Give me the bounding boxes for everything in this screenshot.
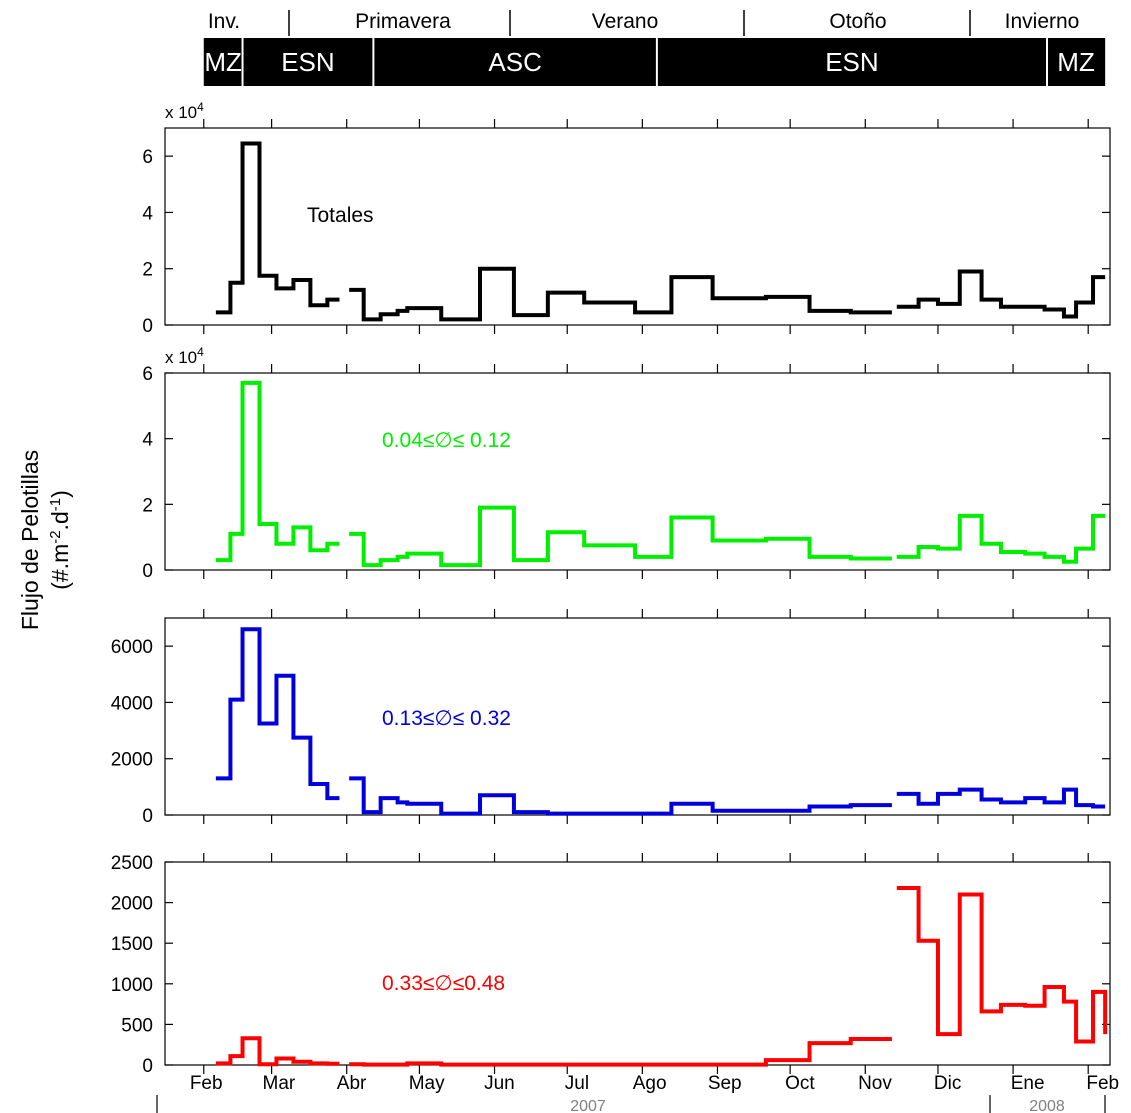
x-tick-label: Ago <box>633 1073 667 1094</box>
season-header: Inv. Primavera Verano Otoño Invierno <box>208 10 1080 36</box>
y-tick-label: 2500 <box>111 853 153 874</box>
regime-label: MZ <box>1057 47 1095 77</box>
chart-panel: 0 2 4 6 x 104 0.04≤∅≤ 0.12 <box>142 345 1111 582</box>
y-tick-label: 2000 <box>111 750 153 771</box>
series-line <box>896 787 1106 809</box>
panels: 0 2 4 6 x 104 Totales 0 2 4 6 x 104 0.04≤∅≤ 0.12 0 20… <box>111 100 1111 1077</box>
series-line <box>349 505 892 568</box>
series-annotation: 0.04≤∅≤ 0.12 <box>382 429 511 452</box>
chart-panel: 0 500 1000 1500 2000 2500 0.33≤∅≤0.48 <box>111 853 1111 1077</box>
season-label: Primavera <box>355 10 451 33</box>
y-tick-label: 6000 <box>111 637 153 658</box>
x-tick-label: Feb <box>190 1073 223 1094</box>
panel-frame <box>164 372 1111 571</box>
y-tick-label: 1500 <box>111 934 153 955</box>
series-line <box>215 627 340 801</box>
season-label: Invierno <box>1005 10 1080 33</box>
y-tick-label: 2000 <box>111 894 153 915</box>
series-annotation: Totales <box>307 204 374 227</box>
regime-label: ASC <box>488 47 541 77</box>
y-axis-title: Flujo de Pelotillas <box>17 450 43 630</box>
x-tick-label: May <box>409 1073 445 1094</box>
series-line <box>896 885 1108 1044</box>
chart-panel: 0 2000 4000 6000 0.13≤∅≤ 0.32 <box>111 609 1111 827</box>
regime-bar: MZ ESN ASC ESN MZ <box>203 38 1106 86</box>
y-axis-unit: (#.m-2.d-1) <box>47 490 74 590</box>
panel-frame <box>164 617 1111 816</box>
y-tick-label: 0 <box>142 806 153 827</box>
series-line <box>349 776 892 816</box>
regime-label: ESN <box>281 47 334 77</box>
series-line <box>896 269 1106 319</box>
regime-block <box>373 38 657 86</box>
series-annotation: 0.13≤∅≤ 0.32 <box>382 707 511 730</box>
year-label: 2008 <box>1029 1098 1065 1113</box>
series-line <box>349 1037 892 1067</box>
x-tick-label: Abr <box>337 1073 367 1094</box>
panel-frame <box>164 127 1111 326</box>
y-tick-label: 2 <box>142 260 153 281</box>
regime-label: ESN <box>825 47 878 77</box>
season-label: Inv. <box>208 10 240 33</box>
year-label: 2007 <box>570 1098 606 1113</box>
y-multiplier: x 104 <box>165 345 204 367</box>
series-annotation: 0.33≤∅≤0.48 <box>382 972 505 995</box>
regime-block <box>1047 38 1106 86</box>
x-tick-label: Ene <box>1011 1073 1045 1094</box>
series-line <box>349 266 892 322</box>
regime-block <box>242 38 374 86</box>
y-tick-label: 500 <box>121 1015 153 1036</box>
y-tick-label: 2 <box>142 495 153 516</box>
y-multiplier: x 104 <box>165 100 204 122</box>
y-tick-label: 0 <box>142 1056 153 1077</box>
y-tick-label: 4 <box>142 430 153 451</box>
chart-panel: 0 2 4 6 x 104 Totales <box>142 100 1111 337</box>
x-axis: Feb Mar Abr May Jun Jul Ago Sep Oct Nov Dic Ene Feb 2… <box>156 1073 1119 1113</box>
series-line <box>896 513 1106 564</box>
x-tick-label: Sep <box>708 1073 742 1094</box>
y-tick-label: 0 <box>142 561 153 582</box>
x-tick-label: Feb <box>1086 1073 1119 1094</box>
series-line <box>215 141 340 315</box>
x-tick-label: Jun <box>484 1073 515 1094</box>
x-tick-label: Mar <box>263 1073 296 1094</box>
x-tick-label: Oct <box>785 1073 815 1094</box>
y-tick-label: 6 <box>142 147 153 168</box>
panel-frame <box>164 861 1111 1066</box>
series-line <box>215 380 340 563</box>
x-tick-label: Jul <box>565 1073 589 1094</box>
regime-block <box>203 38 243 86</box>
season-label: Verano <box>592 10 659 33</box>
y-tick-label: 4000 <box>111 693 153 714</box>
regime-block <box>656 38 1047 86</box>
y-tick-label: 6 <box>142 364 153 385</box>
y-tick-label: 0 <box>142 316 153 337</box>
x-tick-label: Nov <box>858 1073 892 1094</box>
regime-label: MZ <box>204 47 242 77</box>
series-line <box>215 1036 340 1067</box>
season-label: Otoño <box>829 10 886 33</box>
x-tick-label: Dic <box>934 1073 961 1094</box>
y-tick-label: 1000 <box>111 975 153 996</box>
y-tick-label: 4 <box>142 203 153 224</box>
y-axis-label: Flujo de Pelotillas (#.m-2.d-1) <box>17 450 73 630</box>
